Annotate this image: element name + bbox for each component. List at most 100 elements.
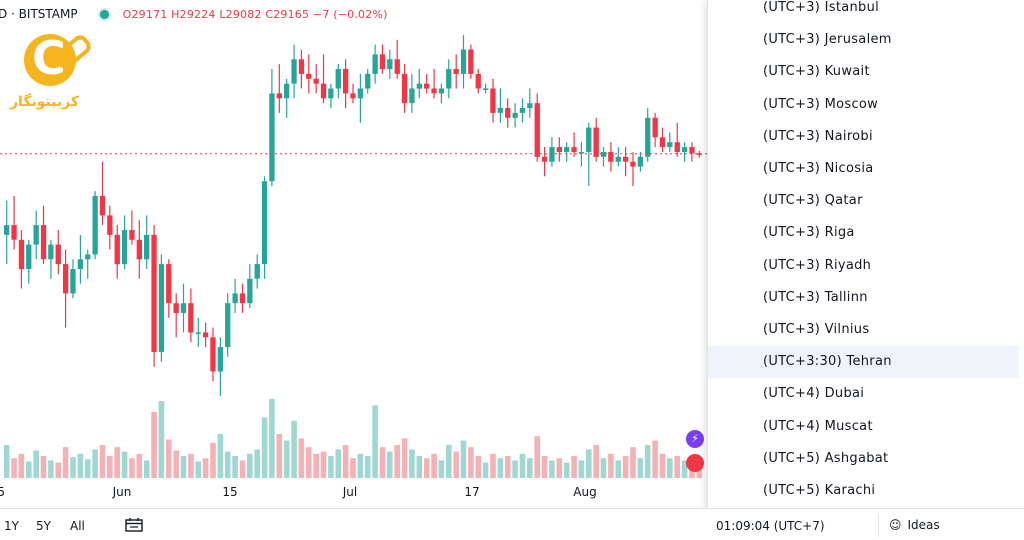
lightning-icon[interactable]: ⚡ [686, 430, 704, 448]
volume-bar [77, 453, 84, 478]
timezone-dropdown[interactable]: (UTC+3) Istanbul (UTC+3) Jerusalem (UTC+3)… [707, 0, 1024, 508]
timezone-option[interactable]: (UTC+4) Dubai [763, 386, 865, 402]
timeframe-all[interactable]: All [70, 519, 85, 533]
candle-body [40, 225, 47, 260]
candle-body [291, 59, 297, 84]
volume-bar [556, 458, 563, 478]
candle-body [343, 69, 349, 94]
volume-bar [26, 461, 32, 478]
volume-bar [33, 450, 39, 478]
candle-body [99, 195, 106, 216]
ideas-label: Ideas [907, 518, 940, 532]
candle-body [320, 83, 327, 99]
volume-bar [188, 453, 194, 478]
candle-body [556, 147, 562, 152]
volume-bar [342, 445, 349, 478]
candle-body [166, 264, 172, 304]
candle-body [26, 244, 32, 269]
candle-body [129, 230, 135, 240]
volume-bar [527, 458, 533, 478]
candle-body [284, 83, 290, 99]
candle-body [652, 117, 658, 138]
candle-body [431, 88, 437, 94]
candle-body [4, 225, 10, 235]
x-tick-label: 5 [0, 485, 5, 499]
timezone-option[interactable]: (UTC+3) Vilnius [763, 322, 870, 337]
ideas-button[interactable]: ☺ Ideas [878, 513, 1024, 537]
price-chart[interactable]: 5 Jun 15 Jul 17 Aug [0, 0, 708, 508]
market-status-icon [99, 9, 109, 19]
candle-body [298, 59, 305, 74]
volume-bar [659, 453, 666, 478]
candle-body [158, 264, 165, 352]
candle-body [505, 108, 511, 118]
ideas-icon: ☺ [889, 518, 902, 532]
timezone-option[interactable]: (UTC+3) Nicosia [763, 161, 874, 176]
volume-bar [202, 458, 209, 478]
timezone-option[interactable]: (UTC+4) Muscat [763, 418, 873, 434]
candle-body [438, 88, 445, 94]
candle-body [527, 103, 533, 109]
timezone-option[interactable]: (UTC+3) Qatar [763, 193, 863, 209]
timezone-option[interactable]: (UTC+3) Tallinn [763, 289, 868, 305]
candle-body [276, 93, 282, 99]
volume-bar [121, 451, 128, 478]
candle-body [387, 59, 393, 70]
volume-bar [497, 458, 504, 478]
volume-bar [652, 440, 658, 478]
timezone-option[interactable]: (UTC+3) Nairobi [763, 128, 873, 144]
volume-bar [600, 458, 607, 478]
timezone-option[interactable]: (UTC+3) Riyadh [763, 257, 872, 273]
timezone-option[interactable]: (UTC+3) Moscow [763, 96, 879, 112]
chart-area[interactable]: 5 Jun 15 Jul 17 Aug D · BITSTAMP O29171 H2922… [0, 0, 708, 508]
candle-body [541, 156, 548, 162]
candle-body [446, 69, 452, 89]
calendar-range-icon[interactable] [124, 517, 144, 533]
volume-bar [48, 460, 54, 478]
volume-bar [674, 456, 680, 478]
timezone-option[interactable]: (UTC+3) Istanbul [763, 0, 880, 15]
x-tick-label: Aug [573, 485, 596, 499]
volume-bar [40, 456, 47, 478]
volume-bar [350, 458, 356, 478]
candle-body [210, 337, 216, 372]
candle-body [313, 78, 319, 84]
candle-body [107, 215, 113, 235]
flag-icon[interactable] [686, 454, 704, 472]
candle-body [593, 127, 599, 157]
volume-bar [563, 462, 570, 478]
volume-bar [3, 445, 10, 478]
volume-bar [608, 453, 614, 478]
candle-body [630, 161, 636, 167]
symbol-name[interactable]: D · BITSTAMP [0, 7, 78, 21]
volume-bar [416, 456, 423, 478]
timezone-option[interactable]: (UTC+3) Kuwait [763, 64, 870, 80]
volume-bar [210, 442, 216, 478]
candle-body [269, 93, 275, 182]
timeframe-1y[interactable]: 1Y [4, 519, 19, 533]
candle-body [63, 264, 69, 294]
volume-bar [136, 453, 143, 478]
candle-body [173, 303, 179, 313]
symbol-legend: D · BITSTAMP O29171 H29224 L29082 C29165… [0, 4, 388, 24]
timezone-option[interactable]: (UTC+5) Karachi [763, 483, 876, 498]
volume-bar [247, 453, 253, 478]
timezone-option[interactable]: (UTC+5) Ashgabat [763, 450, 889, 466]
volume-bar [158, 401, 165, 478]
candle-body [512, 112, 518, 118]
candle-body [681, 147, 688, 152]
volume-bar [460, 440, 467, 478]
timezone-option[interactable]: (UTC+3) Jerusalem [763, 32, 892, 48]
volume-bar [512, 460, 518, 478]
volume-bar [578, 460, 585, 478]
candle-body [497, 108, 503, 113]
timezone-option[interactable]: (UTC+3:30) Tehran [708, 346, 1019, 379]
candle-body [247, 278, 253, 304]
timezone-clock-button[interactable]: 01:09:04 (UTC+7) [716, 519, 825, 533]
candle-body [114, 234, 120, 265]
timezone-option[interactable]: (UTC+3) Riga [763, 225, 855, 241]
timeframe-5y[interactable]: 5Y [36, 519, 51, 533]
x-tick-label: 15 [222, 485, 237, 499]
candle-body [225, 303, 231, 348]
candle-body [453, 69, 459, 74]
